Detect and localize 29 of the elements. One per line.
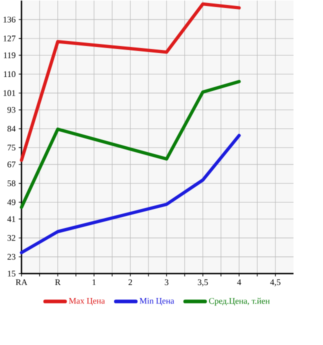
x-tick-label: 3 <box>164 279 168 286</box>
y-tick-label: 93 <box>7 106 16 113</box>
y-tick-label: 75 <box>8 144 16 150</box>
y-tick-label: 49 <box>7 199 16 206</box>
legend-label: Max Цена <box>68 298 105 306</box>
y-tick-label: 119 <box>4 52 16 58</box>
x-tick-label: 3,5 <box>198 279 208 286</box>
x-tick-label: 2 <box>128 279 132 286</box>
line-series <box>20 2 241 162</box>
x-tick-label: 1 <box>92 279 96 286</box>
y-tick-label: 84 <box>7 126 16 132</box>
y-tick-label: 67 <box>7 162 16 168</box>
x-tick-label: R <box>55 279 61 285</box>
y-tick-label: 15 <box>8 270 16 276</box>
x-tick-label: 4 <box>237 279 242 286</box>
y-tick-label: 58 <box>8 180 16 186</box>
y-tick-label: 41 <box>7 216 16 222</box>
y-tick-label: 101 <box>4 90 16 96</box>
legend-label: Сред.Цена, т.йен <box>209 298 270 306</box>
y-tick-label: 110 <box>4 71 16 78</box>
y-tick-label: 23 <box>8 254 16 260</box>
y-tick-label: 136 <box>4 16 16 22</box>
y-tick-label: 127 <box>4 36 16 42</box>
legend-label: Min Цена <box>140 298 174 306</box>
line-series <box>20 80 241 209</box>
x-tick-label: 4,5 <box>270 279 280 286</box>
y-tick-label: 32 <box>8 235 16 241</box>
line-series <box>20 134 241 254</box>
x-tick-label: RA <box>16 279 28 286</box>
